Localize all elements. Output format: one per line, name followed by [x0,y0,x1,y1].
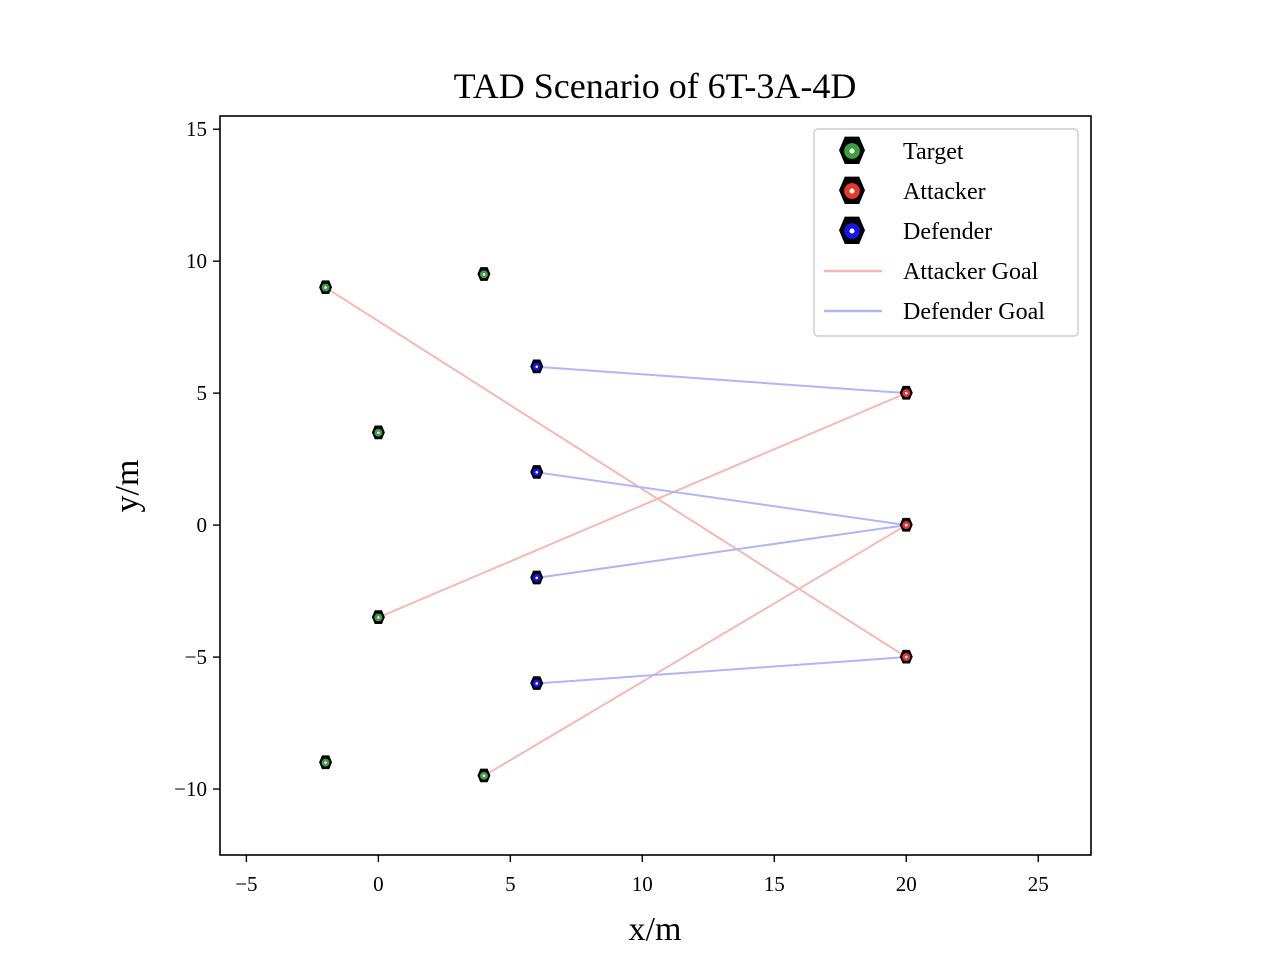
defender-goal-line-2 [536,471,907,527]
attacker-goal-line-3 [483,524,907,777]
y-tick-label: 15 [186,117,207,141]
defender-marker-3 [530,570,544,585]
defender-marker-4 [530,676,544,690]
x-tick-label: −5 [235,872,257,896]
y-tick-label: −5 [185,645,207,669]
legend-box [813,128,1079,337]
defender-marker-2 [530,465,544,479]
x-tick-label: 15 [764,872,785,896]
target-marker-1 [319,280,333,295]
defender-goal-line-3 [536,524,907,579]
axis-ticks: −5 0 5 10 15 20 25 −10 −5 0 5 10 15 [174,117,1049,896]
y-tick-label: 0 [197,513,208,537]
x-tick-label: 25 [1028,872,1049,896]
legend: Target Attacker Defender Attacker Goal Defen… [813,128,1079,337]
legend-defender-goal-label: Defender Goal [903,299,1045,325]
legend-target-icon [839,136,865,164]
x-tick-label: 0 [373,872,384,896]
attacker-goal-line-1 [325,286,907,658]
legend-defender-label: Defender [903,219,992,245]
y-tick-label: −10 [174,777,207,801]
plot-area [319,267,913,783]
legend-attacker-label: Attacker [903,179,986,205]
legend-defender-icon [839,216,865,244]
target-marker-3 [371,425,385,440]
legend-attacker-icon [839,176,865,204]
defender-goal-line-4 [536,656,907,685]
x-tick-label: 10 [632,872,653,896]
goal-lines [325,286,907,777]
target-marker-5 [319,755,333,770]
attacker-marker-2 [899,517,913,532]
target-marker-6 [477,768,491,783]
x-axis-label: x/m [629,911,682,948]
y-tick-label: 10 [186,249,207,273]
agent-markers [319,267,913,783]
y-tick-label: 5 [197,381,208,405]
x-tick-label: 5 [505,872,516,896]
legend-target-label: Target [903,139,964,165]
attacker-goal-line-2 [377,392,907,619]
x-tick-label: 20 [896,872,917,896]
defender-goal-line-1 [536,365,907,395]
defender-marker-1 [530,359,544,374]
axes-frame [219,115,1092,856]
y-axis-label: y/m [109,460,146,513]
target-marker-2 [477,267,491,281]
attacker-marker-3 [899,649,913,664]
legend-attacker-goal-label: Attacker Goal [903,259,1039,285]
target-marker-4 [371,610,385,624]
chart-title: TAD Scenario of 6T-3A-4D [454,66,857,106]
attacker-marker-1 [899,385,913,400]
